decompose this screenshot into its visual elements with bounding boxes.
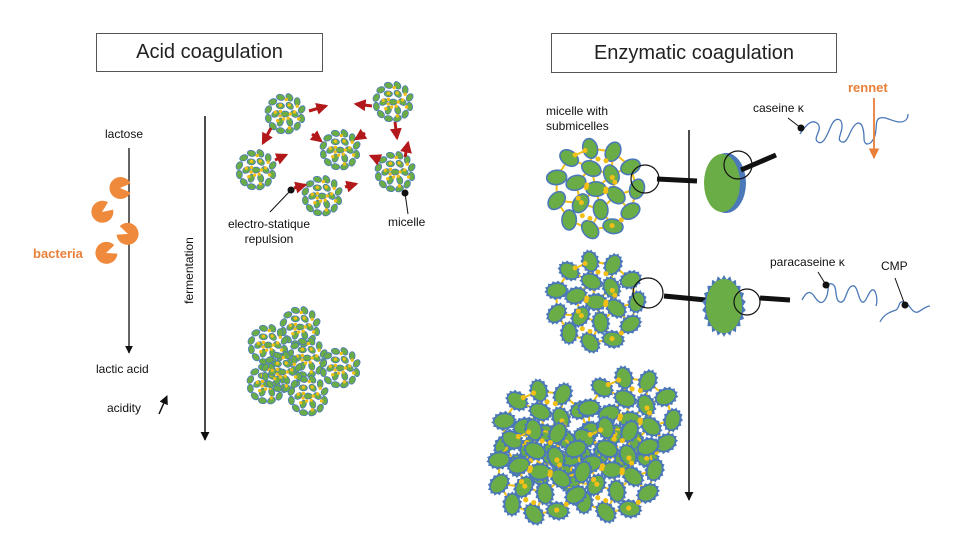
- repulsion-arrow-icon: [309, 130, 323, 143]
- acidity-up-arrow-icon: [158, 395, 168, 415]
- repulsing-micelles: [235, 81, 416, 217]
- micelle-icon: [287, 375, 329, 417]
- repulsion-pointer: [269, 186, 295, 213]
- fermentation-label: fermentation: [181, 237, 196, 304]
- zoom-caseine: [630, 150, 777, 213]
- micelle-icon: [301, 175, 343, 217]
- micelle-icon: [544, 249, 647, 354]
- lactic-acid-label: lactic acid: [96, 362, 149, 376]
- rennet-label: rennet: [848, 80, 888, 95]
- micelle-icon: [261, 351, 303, 393]
- micelle-submicelles-label: micelle with submicelles: [546, 104, 609, 134]
- bacteria-group: [91, 176, 139, 264]
- bacteria-icon: [91, 200, 114, 223]
- cmp-chain: [879, 277, 931, 323]
- micelle-pointer: [401, 189, 409, 215]
- paracaseine-label: paracaseine κ: [770, 255, 845, 269]
- micelle-icon: [319, 129, 361, 171]
- micelle-icon: [372, 81, 414, 123]
- micelle-icon: [319, 347, 361, 389]
- zoom-paracaseine: [632, 275, 791, 337]
- micelle-after-rennet: [544, 249, 647, 354]
- micelle-icon: [545, 137, 646, 240]
- micelle-icon: [264, 93, 306, 135]
- repulsion-label-line1: electro-statique: [227, 217, 311, 231]
- repulsion-arrow-icon: [353, 99, 373, 112]
- repulsion-arrows: [261, 99, 412, 194]
- aggregated-micelles: [246, 306, 361, 417]
- repulsion-arrow-icon: [344, 180, 359, 193]
- acid-coagulation-title: Acid coagulation: [96, 33, 323, 72]
- micelle-icon: [235, 149, 277, 191]
- repulsion-arrow-icon: [308, 102, 329, 115]
- micelle-icon: [374, 151, 416, 193]
- micelle-submicelles-line1: micelle with: [546, 104, 609, 118]
- paracaseine-chain: [801, 271, 878, 307]
- cmp-label: CMP: [881, 259, 908, 273]
- repulsion-arrow-icon: [261, 127, 273, 146]
- bacteria-icon: [95, 241, 118, 264]
- repulsion-arrow-icon: [293, 181, 308, 194]
- repulsion-arrow-icon: [368, 154, 383, 166]
- repulsion-label-line2: repulsion: [244, 232, 294, 246]
- micelle-icon: [486, 417, 593, 526]
- coagulated-micelles: [486, 365, 683, 526]
- micelle-label: micelle: [388, 215, 426, 229]
- micelle-with-submicelles: [545, 137, 646, 240]
- bacteria-label: bacteria: [33, 246, 83, 261]
- enzymatic-coagulation-title: Enzymatic coagulation: [551, 33, 837, 73]
- repulsion-label: electro-statique repulsion: [222, 217, 316, 247]
- lactose-label: lactose: [105, 127, 144, 141]
- repulsion-arrow-icon: [389, 121, 402, 141]
- caseine-kappa-chain: [787, 113, 909, 145]
- bacteria-icon: [109, 176, 131, 199]
- repulsion-arrow-icon: [354, 128, 368, 141]
- micelle-submicelles-line2: submicelles: [546, 119, 609, 133]
- bacteria-icon: [116, 222, 139, 245]
- caseine-label: caseine κ: [753, 101, 804, 115]
- repulsion-arrow-icon: [274, 153, 289, 165]
- acidity-label: acidity: [107, 401, 142, 415]
- repulsion-arrow-icon: [400, 140, 412, 158]
